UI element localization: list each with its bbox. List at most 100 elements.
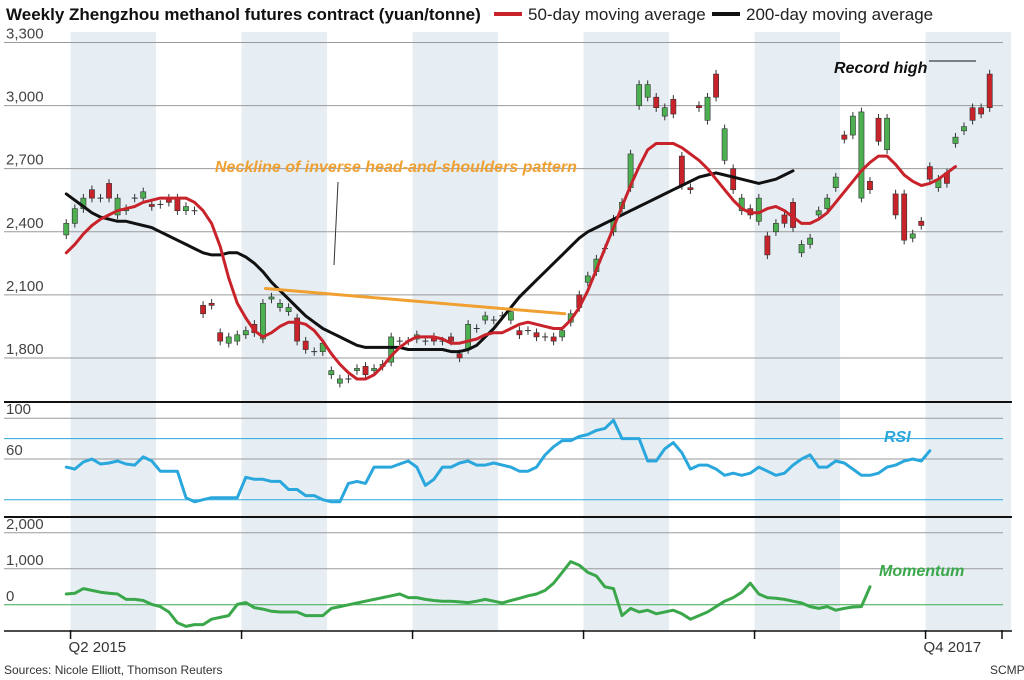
candle-body-70 [661, 107, 668, 117]
candle-body-45 [448, 336, 454, 342]
gridlines [4, 42, 1003, 606]
quarter-band-5 [925, 32, 1012, 630]
legend-label-ma50: 50-day moving average [528, 5, 706, 24]
candle-body-61 [584, 275, 591, 283]
price-tick-label-4: 3,000 [6, 89, 44, 106]
candle-body-25 [277, 302, 283, 308]
rsi-line [64, 418, 932, 504]
price-tick-label-3: 2,700 [6, 152, 44, 169]
candle-body-14 [183, 206, 189, 212]
candle-body-69 [653, 96, 660, 109]
neckline-line [263, 287, 567, 316]
ma200-line [64, 169, 795, 354]
candle-body-1 [71, 208, 78, 224]
neckline-annotation: Neckline of inverse head-and-shoulders p… [215, 159, 577, 176]
rsi-annotation: RSI [884, 429, 911, 446]
candle-body-32 [336, 378, 343, 384]
candle-body-88 [815, 210, 822, 216]
quarter-band-2 [412, 32, 499, 630]
chart-title: Weekly Zhengzhou methanol futures contra… [6, 5, 481, 24]
candle-body-104 [952, 136, 959, 144]
candle-body-93 [858, 111, 865, 199]
candle-body-98 [901, 193, 908, 241]
candle-body-3 [89, 189, 95, 199]
candle-body-58 [559, 330, 566, 338]
ma50-line [64, 142, 957, 381]
momentum-annotation: Momentum [879, 563, 964, 580]
candle-body-72 [678, 155, 685, 186]
candle-body-91 [841, 134, 848, 140]
candle-body-28 [302, 340, 309, 350]
candle-body-47 [465, 323, 472, 350]
candle-body-23 [260, 302, 266, 340]
candle-body-89 [824, 197, 831, 209]
candle-body-75 [704, 96, 711, 121]
y-tick-labels: 1,800 2,100 2,400 2,700 3,000 3,300 60 100 0 1,00… [6, 26, 44, 605]
candle-body-35 [362, 366, 369, 376]
candle-body-53 [516, 330, 523, 336]
series-lines [64, 142, 957, 628]
candle-body-18 [217, 332, 224, 342]
candle-body-24 [268, 296, 275, 300]
candle-body-19 [225, 336, 232, 344]
legend: 50-day moving average 200-day moving ave… [494, 5, 933, 24]
candle-body-6 [114, 197, 121, 216]
momentum-line [64, 560, 872, 628]
quarter-band-4 [754, 32, 841, 630]
panel-dividers [4, 401, 1012, 518]
source-note: Sources: Nicole Elliott, Thomson Reuters [4, 663, 223, 677]
momentum-tick-label-1: 1,000 [6, 552, 44, 569]
candle-body-34 [354, 368, 360, 371]
candle-body-16 [200, 305, 206, 315]
candle-body-74 [696, 105, 702, 109]
candle-body-17 [208, 302, 215, 306]
candle-body-38 [388, 336, 395, 363]
x-tick-label-1: Q4 2017 [924, 639, 982, 656]
candle-body-57 [550, 336, 557, 342]
x-tick-label-0: Q2 2015 [69, 639, 127, 656]
candle-body-5 [106, 183, 112, 199]
candle-body-92 [849, 115, 856, 136]
quarter-band-3 [583, 32, 670, 630]
candle-body-26 [285, 307, 292, 312]
candle-body-55 [533, 332, 540, 338]
candle-body-78 [730, 168, 737, 191]
candle-body-71 [670, 98, 677, 115]
candle-body-49 [482, 315, 489, 321]
record-high-annotation: Record high [834, 60, 928, 77]
candle-body-99 [909, 233, 916, 239]
candle-body-86 [798, 244, 805, 254]
credit: SCMP [990, 663, 1024, 677]
candle-body-83 [773, 223, 779, 233]
candle-body-36 [371, 368, 377, 371]
candlesticks [63, 69, 993, 388]
momentum-tick-label-2: 2,000 [6, 516, 44, 533]
candle-body-0 [63, 223, 70, 236]
candle-body-27 [294, 317, 301, 342]
candle-body-106 [969, 107, 976, 121]
candle-body-67 [636, 84, 643, 106]
candle-body-20 [234, 334, 241, 342]
candle-body-108 [986, 73, 993, 109]
candle-body-95 [875, 117, 882, 142]
price-tick-label-1: 2,100 [6, 278, 44, 295]
candle-body-77 [721, 128, 728, 161]
candle-body-10 [148, 204, 155, 207]
candle-body-21 [242, 330, 249, 336]
candle-body-96 [884, 117, 890, 151]
candle-body-97 [892, 193, 899, 216]
rsi-tick-label-1: 100 [6, 401, 31, 418]
price-tick-label-5: 3,300 [6, 26, 44, 43]
candle-body-46 [456, 353, 463, 359]
candle-body-31 [328, 370, 335, 376]
candle-body-105 [961, 126, 967, 132]
momentum-tick-label-0: 0 [6, 588, 14, 605]
candle-body-73 [687, 187, 694, 191]
candle-body-76 [713, 73, 719, 98]
candle-body-81 [755, 197, 762, 222]
candle-body-107 [978, 107, 985, 115]
candle-body-52 [507, 311, 514, 321]
rsi-tick-label-0: 60 [6, 442, 23, 459]
candle-body-94 [867, 181, 873, 191]
